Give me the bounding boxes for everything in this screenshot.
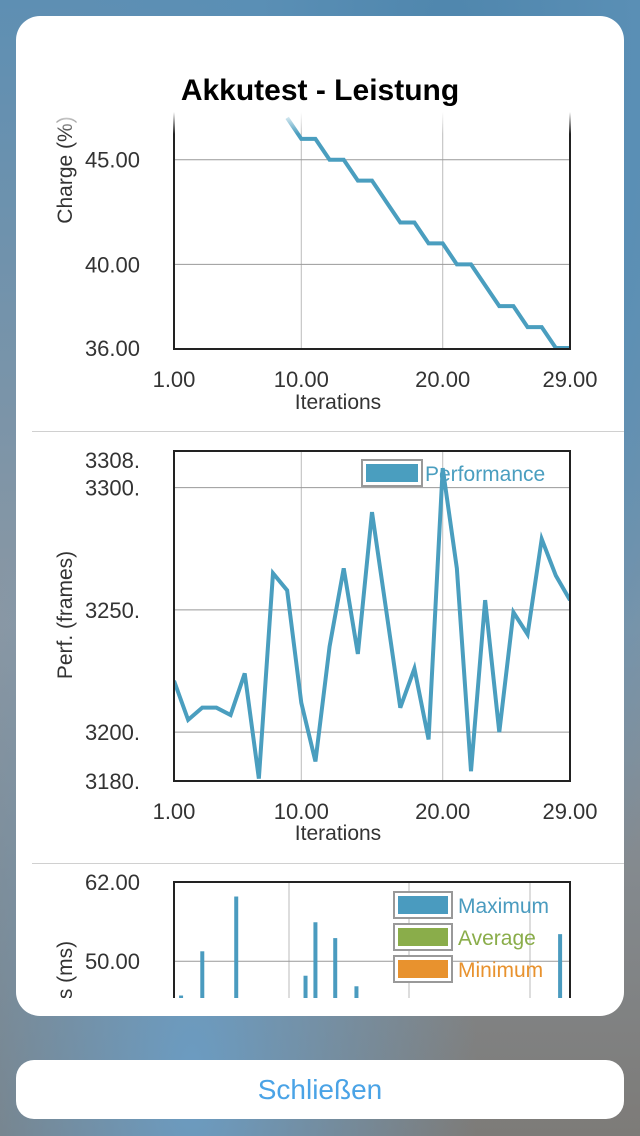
y-tick-label: 40.00 xyxy=(85,252,140,277)
close-button[interactable]: Schließen xyxy=(16,1060,624,1119)
x-tick-label: 1.00 xyxy=(153,367,196,392)
legend-label-performance: Performance xyxy=(425,463,545,486)
bar-maximum xyxy=(303,975,308,998)
x-axis-label: Iterations xyxy=(295,822,381,845)
y-tick-label: 45.00 xyxy=(85,148,140,173)
x-tick-label: 10.00 xyxy=(274,799,329,824)
bar-maximum xyxy=(558,934,563,998)
legend-swatch-minimum xyxy=(398,960,448,978)
y-tick-label: 36.00 xyxy=(85,336,140,361)
divider xyxy=(32,431,624,432)
bar-maximum xyxy=(200,951,205,998)
legend-label-maximum: Maximum xyxy=(458,895,549,918)
x-tick-label: 20.00 xyxy=(415,367,470,392)
y-tick-label: 3180. xyxy=(85,769,140,794)
x-axis-label: Iterations xyxy=(295,391,381,414)
x-tick-label: 29.00 xyxy=(542,367,597,392)
plot-frame xyxy=(173,881,571,998)
dialog-title: Akkutest - Leistung xyxy=(180,74,460,107)
y-tick-label: 3200. xyxy=(85,720,140,745)
y-axis-label: s (ms) xyxy=(54,941,77,999)
scroll-fade xyxy=(16,112,624,134)
y-tick-label: 62.00 xyxy=(85,870,140,895)
dialog-card: Akkutest - Leistung xyxy=(16,16,624,1016)
legend-swatch-performance xyxy=(366,464,418,482)
divider xyxy=(32,863,624,864)
performance-series-line xyxy=(174,467,570,779)
bar-maximum xyxy=(333,938,338,998)
y-tick-label: 3308. xyxy=(85,448,140,473)
bar-maximum xyxy=(354,986,359,998)
x-tick-label: 29.00 xyxy=(542,799,597,824)
y-tick-label: 3300. xyxy=(85,476,140,501)
y-tick-label: 50.00 xyxy=(85,949,140,974)
bar-maximum xyxy=(313,922,318,998)
performance-chart: Performance 3180. 3200. 3250. 3300. 3308. 1.0… xyxy=(54,448,598,845)
legend-label-average: Average xyxy=(458,927,536,950)
plot-frame xyxy=(173,450,571,782)
x-tick-label: 1.00 xyxy=(153,799,196,824)
legend-swatch-average xyxy=(398,928,448,946)
legend-swatch-maximum xyxy=(398,896,448,914)
charge-series-line xyxy=(285,116,570,349)
x-tick-label: 20.00 xyxy=(415,799,470,824)
legend-label-minimum: Minimum xyxy=(458,959,543,982)
y-axis-label: Perf. (frames) xyxy=(54,551,77,679)
y-axis-label: Charge (%) xyxy=(54,116,77,223)
x-tick-label: 10.00 xyxy=(274,367,329,392)
frametime-chart: 50.00 62.00 Maximum Average Minimum s (ms) xyxy=(54,870,571,999)
bar-maximum xyxy=(234,896,239,998)
charge-chart: 36.00 40.00 45.00 1.00 10.00 20.00 29.00 Itera… xyxy=(54,112,598,414)
y-tick-label: 3250. xyxy=(85,598,140,623)
bar-maximum xyxy=(179,995,184,998)
